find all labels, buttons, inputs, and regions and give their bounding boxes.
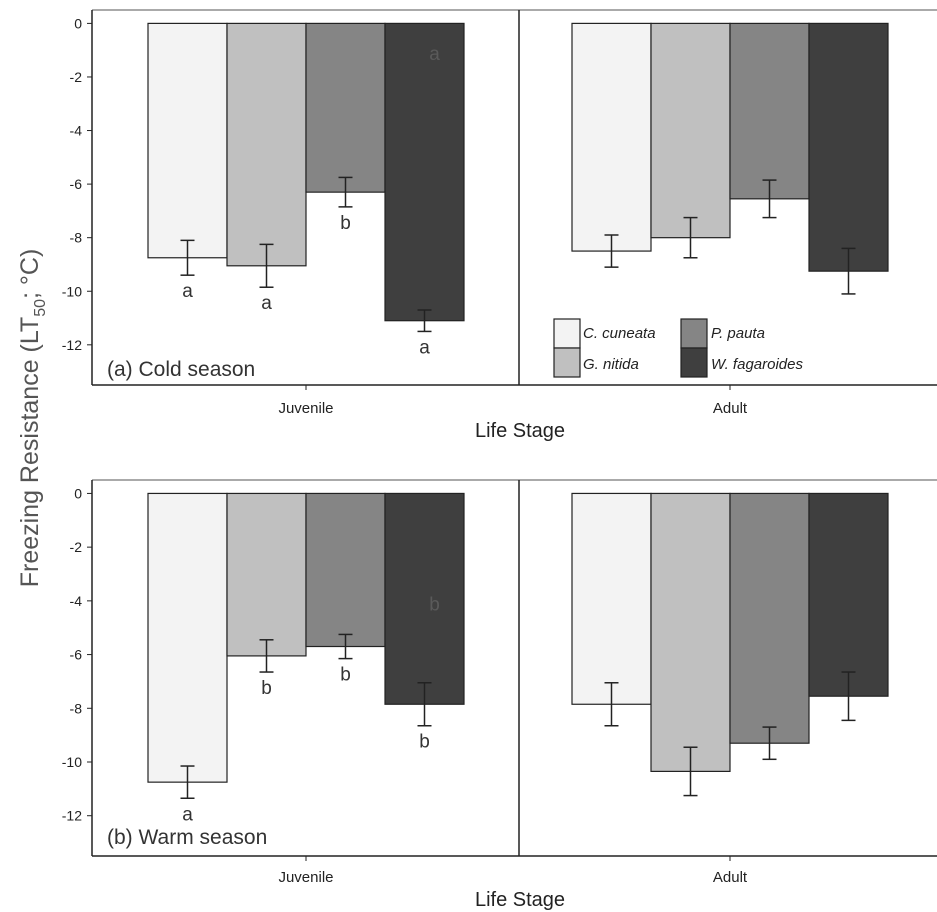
bar: [571, 22, 652, 252]
bar: [729, 22, 810, 200]
x-tick-label: Juvenile: [278, 869, 333, 886]
x-axis-label: Life Stage: [475, 420, 565, 442]
bar: [147, 492, 228, 783]
significance-letter: b: [340, 213, 351, 234]
y-tick-label: -4: [70, 593, 83, 609]
y-tick-label: -10: [62, 754, 82, 770]
bar: [384, 22, 465, 322]
significance-letter: a: [182, 804, 193, 825]
bar: [650, 492, 731, 772]
panel-title: (b) Warm season: [107, 826, 267, 849]
legend: C. cuneata G. nitida P. pauta W. fagaroides: [553, 318, 803, 378]
legend-swatch: [680, 347, 708, 378]
bar: [571, 492, 652, 705]
bar: [808, 22, 889, 272]
y-tick-label: 0: [74, 15, 82, 31]
significance-letter: a: [261, 293, 272, 314]
significance-letter: b: [419, 732, 430, 753]
y-tick-label: 0: [74, 485, 82, 501]
bar: [729, 492, 810, 744]
bar-annotation: b: [429, 595, 440, 616]
legend-label: W. fagaroides: [711, 356, 803, 373]
bar: [384, 492, 465, 705]
chart-panel-warm: 0 -2 -4 -6 -8 -10 -12 a b b b b Juvenile Adult (b) War…: [62, 479, 937, 911]
x-tick-label: Adult: [713, 400, 748, 417]
legend-label: C. cuneata: [583, 325, 656, 342]
y-tick-label: -4: [70, 123, 83, 139]
legend-swatch: [553, 318, 581, 349]
significance-letter: b: [340, 665, 351, 686]
legend-swatch: [553, 347, 581, 378]
legend-swatch: [680, 318, 708, 349]
significance-letter: a: [182, 281, 193, 302]
bar: [305, 22, 386, 193]
x-tick-label: Adult: [713, 869, 748, 886]
y-tick-label: -12: [62, 808, 82, 824]
y-tick-label: -8: [70, 230, 83, 246]
bar: [305, 492, 386, 648]
bar: [808, 492, 889, 697]
significance-letter: a: [419, 337, 430, 358]
y-tick-label: -2: [70, 539, 83, 555]
y-tick-label: -2: [70, 69, 83, 85]
legend-label: G. nitida: [583, 356, 639, 373]
x-tick-label: Juvenile: [278, 400, 333, 417]
y-tick-label: -6: [70, 647, 83, 663]
y-tick-label: -10: [62, 283, 82, 299]
panel-title: (a) Cold season: [107, 358, 255, 381]
bar-annotation: a: [429, 44, 440, 65]
y-tick-label: -6: [70, 176, 83, 192]
significance-letter: b: [261, 678, 272, 699]
y-tick-label: -12: [62, 337, 82, 353]
x-axis-label: Life Stage: [475, 889, 565, 911]
bar: [226, 492, 307, 657]
bar: [226, 22, 307, 267]
chart-panel-cold: 0 -2 -4 -6 -8 -10 -12 a a b a a Juvenile Adult (a) Col…: [62, 9, 937, 442]
y-tick-label: -8: [70, 700, 83, 716]
bar: [147, 22, 228, 259]
bar: [650, 22, 731, 239]
legend-label: P. pauta: [711, 325, 765, 342]
y-axis-label: Freezing Resistance (LT50; °C): [16, 249, 49, 588]
